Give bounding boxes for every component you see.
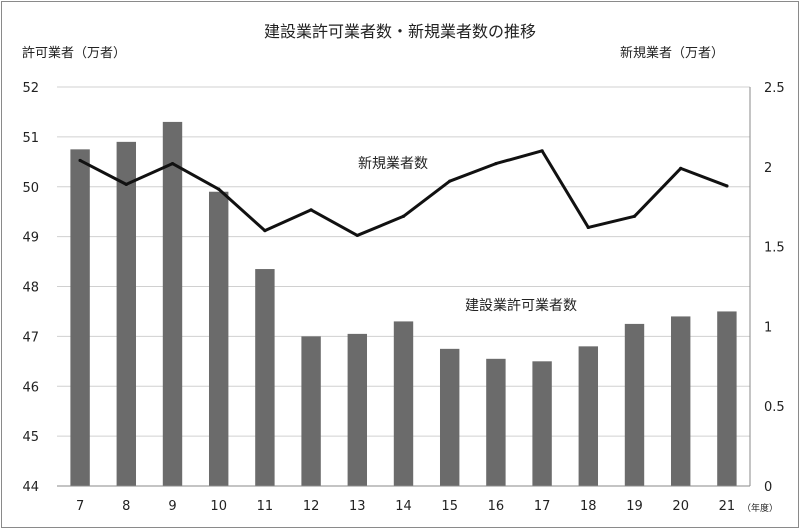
bar — [347, 333, 368, 486]
axes: 44 45 46 47 48 49 50 51 52 0 0.5 1 1.5 2 2.5 7 8 9 10 11 12 1… — [22, 81, 784, 514]
bar — [116, 141, 137, 487]
x-unit-label: （年度） — [742, 502, 778, 514]
y-left-tick-label: 44 — [22, 480, 39, 495]
x-tick-label: 8 — [122, 499, 130, 514]
x-tick-label: 12 — [303, 499, 320, 514]
line-point — [586, 225, 590, 230]
line-point — [632, 214, 637, 218]
bar — [578, 346, 599, 486]
y-right-tick-label: 2.5 — [764, 81, 785, 96]
bar — [486, 358, 506, 486]
x-tick-label: 9 — [168, 499, 176, 514]
y-left-tick-label: 47 — [22, 330, 39, 345]
x-tick-label: 19 — [626, 499, 643, 514]
bar — [393, 321, 414, 486]
line-point — [263, 229, 267, 233]
bar — [208, 191, 229, 487]
x-tick-label: 20 — [672, 499, 689, 514]
y-left-tick-label: 49 — [22, 231, 39, 246]
y-left-tick-label: 45 — [22, 430, 39, 445]
bar — [717, 311, 737, 486]
y-right-tick-label: 2 — [764, 161, 772, 176]
line-point — [725, 184, 729, 188]
line-point — [217, 187, 221, 191]
line-point — [309, 208, 313, 212]
bar-series-label: 建設業許可業者数 — [465, 298, 577, 314]
y-left-tick-label: 50 — [22, 181, 39, 196]
line-point — [494, 162, 498, 166]
x-tick-label: 10 — [210, 499, 227, 514]
x-tick-label: 15 — [441, 499, 458, 514]
y-right-tick-label: 1.5 — [764, 241, 785, 256]
bar — [162, 121, 183, 486]
y-right-tick-label: 1 — [764, 320, 772, 335]
line-series — [78, 149, 729, 238]
bar — [624, 323, 645, 486]
line-point — [679, 166, 683, 170]
x-tick-label: 11 — [257, 499, 274, 514]
bar — [670, 316, 691, 486]
line-point — [401, 214, 406, 218]
y-right-tick-label: 0.5 — [764, 400, 785, 415]
x-tick-label: 17 — [534, 499, 551, 514]
y-right-tick-label: 0 — [764, 480, 772, 495]
bar — [532, 361, 552, 486]
x-tick-label: 13 — [349, 499, 366, 514]
y-left-tick-label: 46 — [22, 380, 39, 395]
line-point — [540, 149, 544, 153]
y-left-tick-label: 51 — [22, 131, 39, 146]
x-tick-label: 7 — [76, 499, 84, 514]
line-point — [355, 233, 359, 238]
bar-series — [70, 121, 737, 487]
bar — [301, 336, 321, 486]
x-tick-label: 21 — [719, 499, 736, 514]
line-point — [124, 182, 128, 186]
y-right-label: 新規業者（万者） — [620, 45, 724, 61]
chart-title: 建設業許可業者数・新規業者数の推移 — [264, 22, 536, 41]
bar — [255, 269, 275, 486]
line-point — [448, 179, 452, 183]
x-tick-label: 18 — [580, 499, 597, 514]
bar — [70, 149, 90, 486]
line-point — [170, 162, 175, 166]
bar — [439, 348, 460, 486]
x-tick-label: 16 — [488, 499, 505, 514]
line-series-label: 新規業者数 — [358, 156, 428, 172]
y-left-tick-label: 52 — [22, 81, 39, 96]
y-left-tick-label: 48 — [22, 281, 39, 296]
x-tick-label: 14 — [395, 499, 412, 514]
line-point — [78, 158, 82, 163]
y-left-label: 許可業者（万者） — [22, 45, 126, 61]
